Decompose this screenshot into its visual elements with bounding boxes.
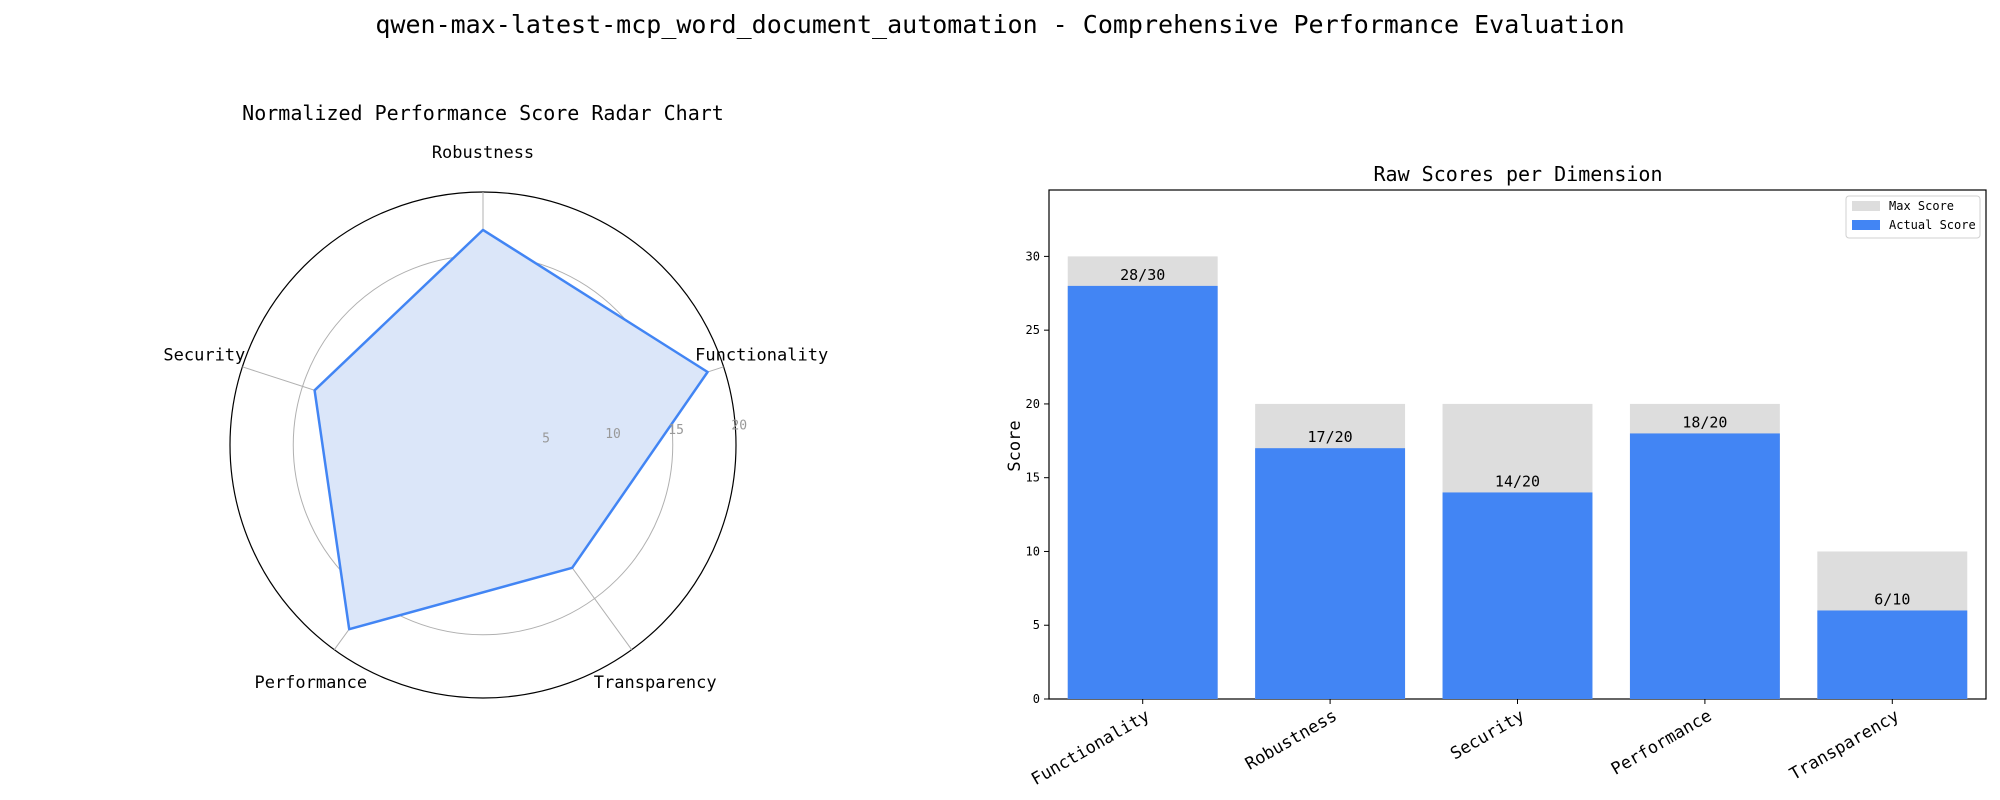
radar-tick-label: 5 — [542, 432, 550, 447]
y-tick-label: 15 — [1026, 471, 1040, 485]
bar-actual-score — [1067, 285, 1218, 699]
bar-actual-score — [1442, 492, 1593, 699]
y-tick-label: 20 — [1026, 397, 1040, 411]
radar-tick-label: 20 — [731, 418, 747, 433]
radar-series-line — [313, 228, 709, 631]
legend-label: Max Score — [1889, 199, 1954, 213]
x-tick-label: Functionality — [1028, 706, 1153, 790]
radar-tick-label: 10 — [605, 427, 621, 442]
radar-area — [314, 229, 708, 630]
radar-category-label: Robustness — [432, 143, 534, 163]
bar-data-label: 18/20 — [1682, 413, 1727, 431]
y-tick-label: 25 — [1026, 323, 1040, 337]
bar-actual-score — [1255, 448, 1406, 699]
y-tick-label: 10 — [1026, 544, 1040, 558]
bar-chart: Raw Scores per Dimension Score 0 5 10 15 20 2… — [1005, 162, 1987, 790]
bar-legend: Max Score Actual Score — [1845, 195, 1981, 239]
legend-swatch — [1852, 201, 1880, 211]
y-tick-label: 30 — [1026, 249, 1040, 263]
x-tick-label: Security — [1447, 706, 1528, 764]
x-tick-label: Performance — [1608, 706, 1716, 780]
legend-label: Actual Score — [1889, 218, 1976, 232]
x-tick-label: Robustness — [1242, 706, 1341, 775]
bar-y-axis-label: Score — [1005, 420, 1025, 471]
bar-data-label: 6/10 — [1874, 590, 1910, 608]
bar-actual-score — [1629, 433, 1780, 699]
radar-tick-label: 15 — [668, 423, 684, 438]
x-tick-label: Transparency — [1786, 706, 1902, 785]
bar-data-label: 17/20 — [1308, 428, 1353, 446]
bar-data-label: 28/30 — [1120, 266, 1165, 284]
y-tick-label: 0 — [1033, 692, 1040, 706]
radar-category-label: Transparency — [594, 673, 717, 693]
legend-swatch — [1852, 220, 1880, 230]
radar-category-label: Performance — [254, 673, 367, 693]
bar-data-label: 14/20 — [1495, 472, 1540, 490]
radar-category-label: Security — [163, 345, 245, 365]
radar-title: Normalized Performance Score Radar Chart — [242, 101, 724, 125]
figure-suptitle: qwen-max-latest-mcp_word_document_automa… — [375, 10, 1624, 39]
y-tick-label: 5 — [1033, 618, 1040, 632]
radar-chart: Normalized Performance Score Radar Chart… — [163, 101, 828, 699]
radar-category-label: Functionality — [695, 345, 828, 365]
bar-actual-score — [1817, 610, 1968, 699]
bar-title: Raw Scores per Dimension — [1374, 162, 1663, 186]
